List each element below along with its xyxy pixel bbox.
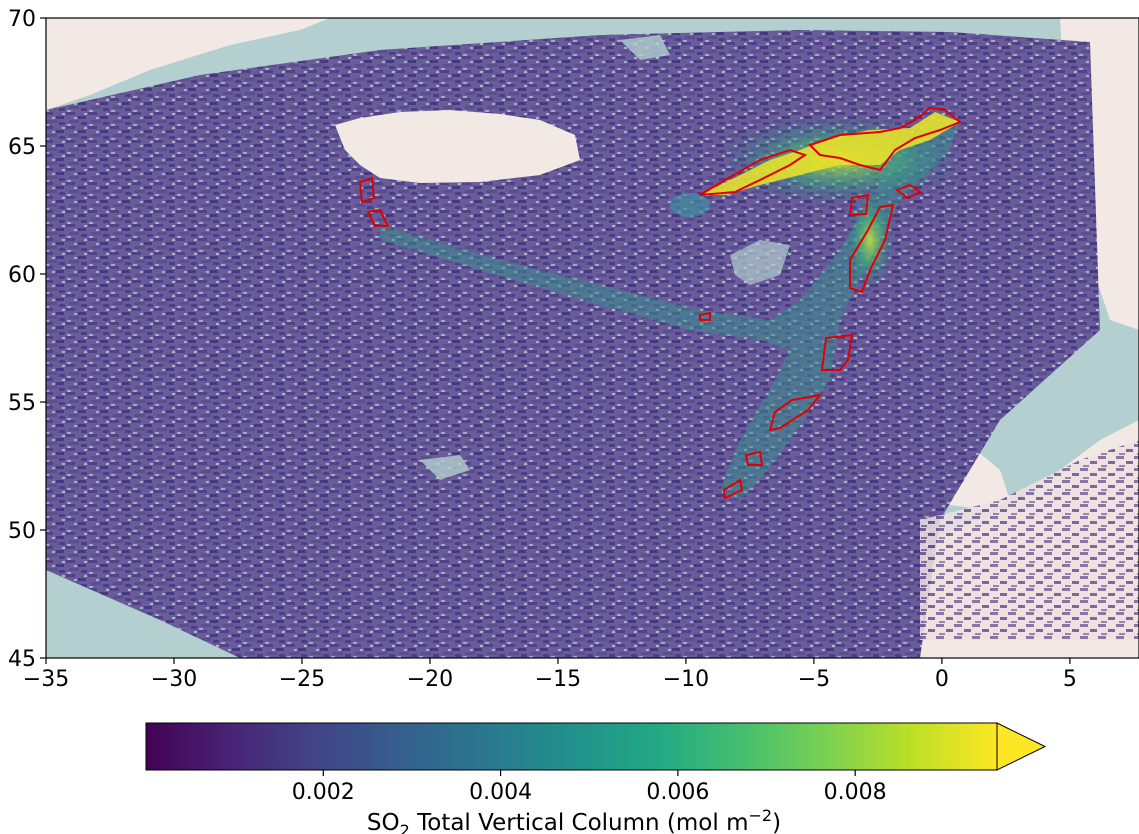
contour-9 xyxy=(820,333,854,371)
contour-1 xyxy=(699,148,808,196)
iceland-land xyxy=(335,110,580,183)
x-tick-label: 0 xyxy=(935,667,949,692)
x-axis: −35 −30 −25 −20 −15 −10 −5 0 5 xyxy=(23,658,1077,692)
colorbar-gradient xyxy=(146,723,997,770)
contour-12 xyxy=(722,478,744,500)
y-tick-label: 60 xyxy=(8,263,36,288)
contour-3 xyxy=(894,183,922,200)
x-tick-label: −20 xyxy=(407,667,453,692)
contour-8 xyxy=(699,311,711,321)
contour-11 xyxy=(744,450,764,466)
plume-diffuse xyxy=(380,120,960,500)
ocean-gap-1 xyxy=(730,240,790,285)
map-plot-area xyxy=(46,18,1139,658)
contour-7 xyxy=(366,208,390,227)
y-tick-label: 55 xyxy=(8,391,36,416)
plume-high-north xyxy=(700,112,960,195)
y-tick-label: 45 xyxy=(8,647,36,672)
y-tick-label: 50 xyxy=(8,519,36,544)
x-tick-label: −15 xyxy=(535,667,581,692)
colorbar-extend-arrow xyxy=(996,722,1047,771)
colorbar-tick-label: 0.002 xyxy=(292,780,355,805)
colorbar-tick-label: 0.006 xyxy=(646,780,709,805)
contour-6 xyxy=(358,176,376,204)
contour-2 xyxy=(808,106,962,172)
greenland-land xyxy=(46,18,330,110)
contour-5 xyxy=(849,203,895,294)
x-tick-label: −30 xyxy=(151,667,197,692)
contour-10 xyxy=(768,393,823,432)
x-tick-label: −5 xyxy=(798,667,830,692)
y-tick-label: 65 xyxy=(8,135,36,160)
contour-4 xyxy=(848,193,870,217)
x-tick-label: −10 xyxy=(663,667,709,692)
plume-contours xyxy=(358,106,962,500)
y-axis: 45 50 55 60 65 70 xyxy=(8,7,46,672)
colorbar-label: SO2 Total Vertical Column (mol m−2) xyxy=(367,806,781,834)
x-tick-label: −25 xyxy=(279,667,325,692)
colorbar-ticks: 0.002 0.004 0.006 0.008 xyxy=(292,770,887,805)
colorbar: 0.002 0.004 0.006 0.008 SO2 Total Vertical … xyxy=(145,722,1047,834)
y-tick-label: 70 xyxy=(8,7,36,32)
colorbar-frame xyxy=(145,722,998,771)
colorbar-tick-label: 0.004 xyxy=(469,780,532,805)
plume-tip-west xyxy=(670,193,710,217)
x-tick-label: −35 xyxy=(23,667,69,692)
ocean-gap-2 xyxy=(420,455,470,480)
so2-swath-sparse xyxy=(920,440,1139,640)
ocean-gap-3 xyxy=(620,35,670,60)
colorbar-tick-label: 0.008 xyxy=(824,780,887,805)
map-frame xyxy=(45,17,1139,659)
x-tick-label: 5 xyxy=(1063,667,1077,692)
